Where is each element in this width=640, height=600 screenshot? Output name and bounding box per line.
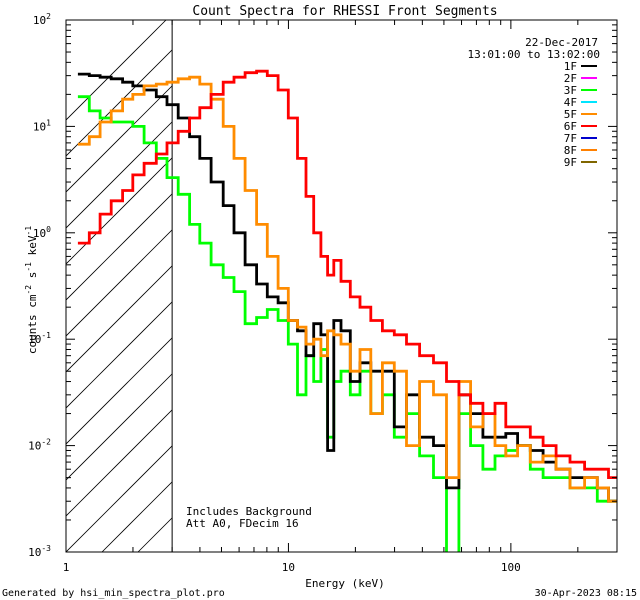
footer-timestamp: 30-Apr-2023 08:15 <box>535 588 637 599</box>
legend-label: 9F <box>564 156 577 169</box>
series-layer <box>77 69 617 552</box>
legend-label: 7F <box>564 132 577 145</box>
y-tick-label: 101 <box>33 118 51 133</box>
hatch-mask <box>172 20 617 552</box>
chart-title: Count Spectra for RHESSI Front Segments <box>192 4 497 19</box>
y-axis-label: counts cm-2 s-1 keV-1 <box>24 226 39 354</box>
legend-label: 5F <box>564 108 577 121</box>
plot-frame <box>65 19 618 553</box>
x-tick-label: 10 <box>282 561 295 574</box>
y-tick-label: 10-2 <box>28 438 51 453</box>
x-axis-label: Energy (keV) <box>305 577 384 590</box>
legend-label: 3F <box>564 84 577 97</box>
x-tick-label: 1 <box>63 561 70 574</box>
series-6f <box>77 69 617 479</box>
y-tick-label: 10-3 <box>28 544 51 559</box>
annotation-line-2: Att A0, FDecim 16 <box>186 517 299 530</box>
y-tick-label: 102 <box>33 12 51 27</box>
axes: 10-3 10-2 10-1 100 101 102 1 10 100 <box>28 12 618 574</box>
footer-generated-by: Generated by hsi_min_spectra_plot.pro <box>2 588 225 599</box>
hatch-line <box>66 20 275 229</box>
x-tick-label: 100 <box>501 561 521 574</box>
legend-label: 1F <box>564 60 577 73</box>
hatch-line <box>66 20 347 301</box>
hatch-line <box>66 20 311 265</box>
series-5f <box>77 75 617 503</box>
annotation-line-1: Includes Background <box>186 505 312 518</box>
y-tick-label: 10-1 <box>28 331 51 346</box>
date-label: 22-Dec-2017 <box>525 36 598 49</box>
legend-label: 4F <box>564 96 577 109</box>
legend-label: 8F <box>564 144 577 157</box>
legend-label: 6F <box>564 120 577 133</box>
legend-label: 2F <box>564 72 577 85</box>
time-range-label: 13:01:00 to 13:02:00 <box>468 48 600 61</box>
y-tick-label: 100 <box>33 225 51 240</box>
